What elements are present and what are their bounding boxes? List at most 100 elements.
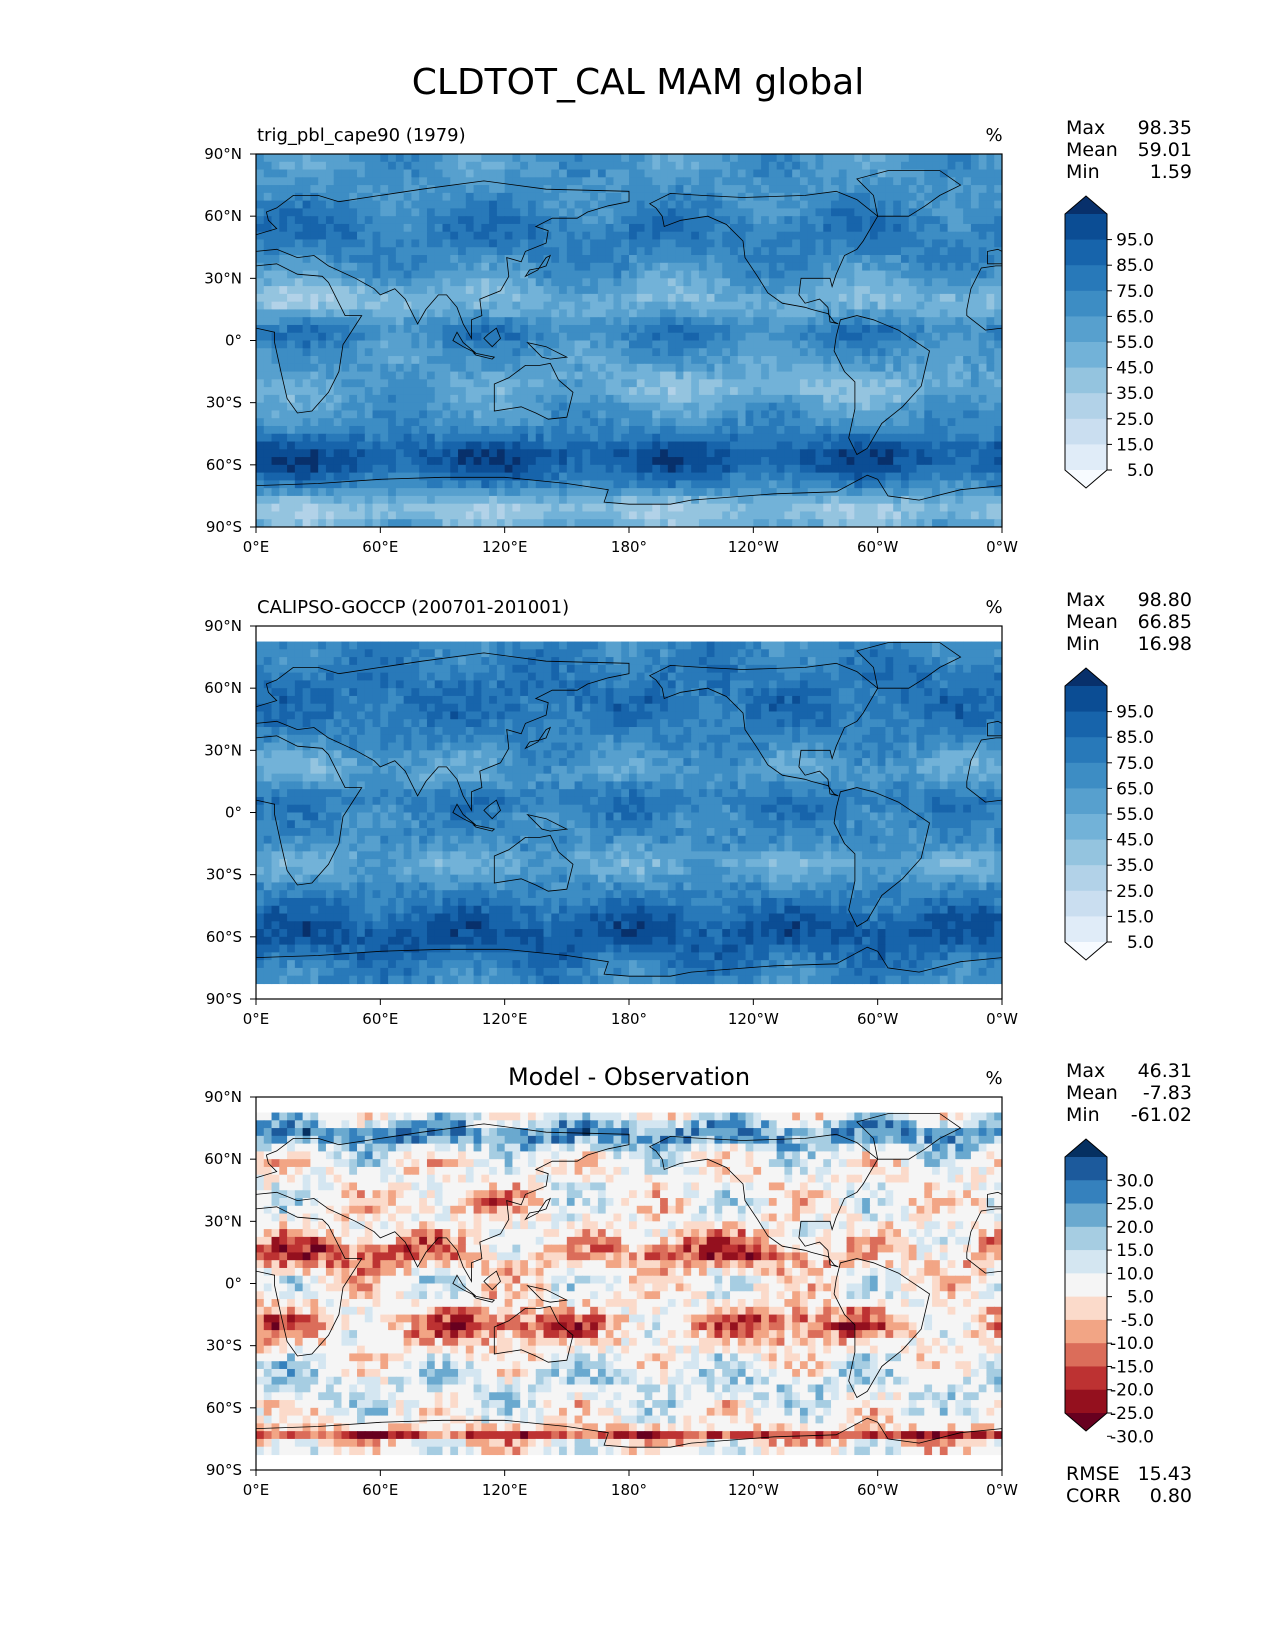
field-cell <box>465 208 475 217</box>
field-cell <box>753 278 762 287</box>
field-cell <box>978 185 988 194</box>
field-cell <box>364 363 374 373</box>
field-cell <box>279 239 288 248</box>
coastlines <box>256 170 1002 527</box>
field-cell <box>636 348 646 357</box>
field-cell <box>357 641 366 650</box>
field-cell <box>372 371 381 380</box>
field-cell <box>675 379 684 388</box>
field-cell <box>730 488 739 497</box>
field-cell <box>263 200 273 209</box>
field-cell <box>908 441 918 450</box>
field-cell <box>846 410 855 419</box>
field-cell <box>939 394 949 404</box>
field-cell <box>279 169 288 178</box>
field-cell <box>434 425 444 435</box>
field-cell <box>799 309 809 318</box>
field-cell <box>349 239 358 248</box>
field-cell <box>419 255 428 264</box>
field-cell <box>978 231 988 241</box>
field-cell <box>411 200 420 209</box>
field-cell <box>970 340 980 349</box>
field-cell <box>411 425 420 435</box>
field-cell <box>807 177 817 186</box>
field-cell <box>287 641 296 650</box>
field-cell <box>504 247 514 256</box>
field-cell <box>411 480 420 489</box>
field-cell <box>621 441 630 450</box>
field-cell <box>955 495 964 505</box>
field-cell <box>279 324 288 334</box>
field-cell <box>621 519 630 527</box>
field-cell <box>652 223 661 233</box>
field-cell <box>955 340 964 349</box>
field-cell <box>963 169 972 178</box>
field-cell <box>302 657 311 666</box>
field-cell <box>395 324 405 334</box>
field-cell <box>986 161 995 171</box>
field-cell <box>559 247 568 256</box>
field-cell <box>978 270 988 279</box>
field-cell <box>947 200 956 209</box>
field-cell <box>279 641 288 650</box>
field-cell <box>753 348 762 357</box>
field-cell <box>831 169 840 178</box>
field-cell <box>862 356 871 365</box>
field-cell <box>271 247 280 256</box>
field-cell <box>636 371 646 380</box>
field-cell <box>908 657 918 666</box>
field-cell <box>838 495 848 505</box>
field-cell <box>854 480 863 489</box>
field-cell <box>287 223 296 233</box>
field-cell <box>893 340 902 349</box>
field-cell <box>955 379 964 388</box>
field-cell <box>590 169 599 178</box>
field-cell <box>629 161 638 171</box>
field-cell <box>815 177 824 186</box>
field-cell <box>932 441 941 450</box>
field-cell <box>652 457 661 466</box>
field-cell <box>908 169 918 178</box>
field-cell <box>652 309 661 318</box>
field-cell <box>419 472 428 481</box>
field-cell <box>691 239 700 248</box>
field-cell <box>831 503 840 513</box>
field-cell <box>955 255 964 264</box>
field-cell <box>465 231 475 241</box>
field-cell <box>287 433 296 443</box>
field-cell <box>730 278 739 287</box>
field-cell <box>403 356 413 365</box>
field-cell <box>947 169 956 178</box>
field-cell <box>458 425 467 435</box>
field-cell <box>761 418 770 427</box>
field-cell <box>597 293 607 303</box>
field-cell <box>629 317 638 326</box>
field-cell <box>698 324 708 334</box>
field-cell <box>939 177 949 186</box>
field-cell <box>838 410 848 419</box>
field-cell <box>714 216 723 225</box>
field-cell <box>527 154 537 163</box>
field-cell <box>287 317 296 326</box>
field-cell <box>535 192 545 202</box>
field-cell <box>994 332 1002 342</box>
field-cell <box>636 480 646 489</box>
field-cell <box>597 223 607 233</box>
field-cell <box>621 649 630 658</box>
stat-label: Min <box>1066 161 1100 183</box>
field-cell <box>559 301 568 311</box>
field-cell <box>970 169 980 178</box>
field-cell <box>714 200 723 209</box>
field-cell <box>543 200 552 209</box>
field-cell <box>287 464 296 474</box>
field-cell <box>994 185 1002 194</box>
field-cell <box>636 519 646 527</box>
field-cell <box>761 208 770 217</box>
field-cell <box>745 363 754 373</box>
field-cell <box>388 641 397 650</box>
field-cell <box>450 223 459 233</box>
field-cell <box>450 286 459 295</box>
field-cell <box>613 239 622 248</box>
field-cell <box>450 247 459 256</box>
field-cell <box>815 641 824 650</box>
